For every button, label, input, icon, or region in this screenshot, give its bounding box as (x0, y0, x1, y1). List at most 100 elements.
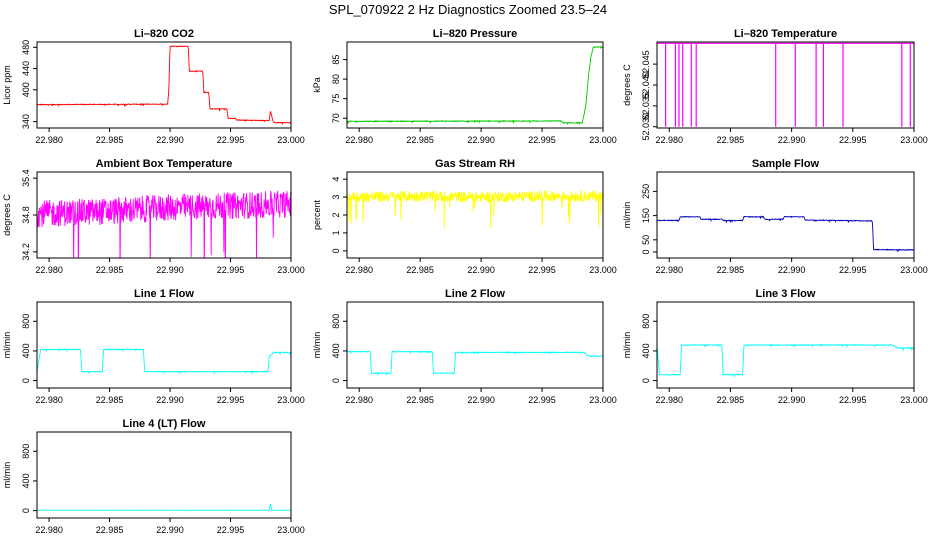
x-tick-label: 22.985 (96, 395, 124, 405)
series-line-1 (657, 215, 914, 252)
y-tick-label: 800 (641, 314, 651, 329)
x-tick-label: 23.000 (277, 395, 305, 405)
panel-title: Li–820 Pressure (433, 28, 517, 40)
series-line-1 (37, 45, 291, 125)
y-tick-label: 480 (21, 40, 31, 55)
x-tick-label: 22.995 (217, 135, 245, 145)
y-axis-label: ml/min (2, 332, 12, 359)
x-tick-label: 23.000 (277, 525, 305, 535)
x-tick-label: 22.985 (717, 395, 745, 405)
x-tick-label: 22.995 (528, 395, 556, 405)
panel-title: Li–820 Temperature (734, 28, 837, 40)
y-tick-label: 70 (331, 113, 341, 123)
plot-frame (346, 301, 604, 389)
x-tick-label: 22.990 (467, 265, 495, 275)
y-tick-label: 75 (331, 94, 341, 104)
series-line-1 (347, 45, 603, 126)
x-tick-label: 23.000 (589, 135, 617, 145)
y-tick-label: 34.2 (21, 243, 31, 261)
series-line-1 (37, 503, 291, 512)
y-tick-label: 0 (331, 378, 341, 383)
x-tick-label: 22.995 (528, 135, 556, 145)
series-line-1 (37, 190, 291, 258)
panel-title: Line 4 (LT) Flow (123, 418, 206, 430)
x-tick-label: 22.990 (778, 135, 806, 145)
x-tick-label: 23.000 (277, 135, 305, 145)
y-axis-label: degrees C (622, 64, 632, 106)
y-tick-label: 1 (331, 230, 341, 235)
x-tick-label: 22.995 (839, 135, 867, 145)
plot-frame (656, 41, 915, 129)
panel-title: Sample Flow (752, 158, 820, 170)
x-tick-label: 22.985 (96, 265, 124, 275)
y-tick-label: 400 (641, 343, 651, 358)
series-line-1 (657, 343, 914, 377)
y-tick-label: 400 (21, 473, 31, 488)
x-tick-label: 23.000 (589, 265, 617, 275)
y-tick-label: 52.035 (641, 92, 651, 120)
x-tick-label: 22.985 (96, 135, 124, 145)
x-tick-label: 22.985 (406, 395, 434, 405)
panel-6: Sample Flow ml/min 22.980 22.985 22.990 22.99… (622, 158, 928, 275)
y-tick-label: 0 (641, 378, 651, 383)
y-tick-label: 50 (641, 235, 651, 245)
y-tick-label: 440 (21, 61, 31, 76)
y-tick-label: 800 (21, 444, 31, 459)
series-line-1 (37, 348, 291, 375)
y-tick-label: 150 (641, 208, 651, 223)
y-tick-label: 0 (21, 508, 31, 513)
x-tick-label: 22.980 (655, 265, 683, 275)
y-tick-label: 340 (21, 114, 31, 129)
plot-frame (656, 301, 915, 389)
y-axis-label: percent (312, 199, 322, 230)
panel-title: Line 1 Flow (134, 288, 194, 300)
x-tick-label: 23.000 (900, 135, 928, 145)
x-tick-label: 22.995 (217, 525, 245, 535)
y-tick-label: 800 (21, 314, 31, 329)
y-axis-label: ml/min (2, 462, 12, 489)
plot-frame (656, 171, 915, 259)
x-tick-label: 22.980 (35, 525, 63, 535)
panel-title: Ambient Box Temperature (96, 158, 233, 170)
y-tick-label: 3 (331, 195, 341, 200)
y-tick-label: 400 (331, 343, 341, 358)
x-tick-label: 23.000 (900, 265, 928, 275)
x-tick-label: 22.990 (156, 265, 184, 275)
y-axis-label: degrees C (2, 194, 12, 236)
x-tick-label: 22.980 (345, 135, 373, 145)
x-tick-label: 22.985 (96, 525, 124, 535)
y-axis-label: kPa (312, 77, 322, 93)
y-tick-label: 250 (641, 184, 651, 199)
y-tick-label: 400 (21, 82, 31, 97)
x-tick-label: 23.000 (900, 395, 928, 405)
y-axis-label: ml/min (622, 332, 632, 359)
plot-frame (346, 41, 604, 129)
y-tick-label: 2 (331, 212, 341, 217)
x-tick-label: 22.995 (217, 265, 245, 275)
y-tick-label: 0 (331, 248, 341, 253)
panel-title: Li–820 CO2 (134, 28, 194, 40)
panel-3: Li–820 Temperature degrees C 22.980 22.985 2… (622, 28, 928, 145)
plot-frame (36, 41, 292, 129)
x-tick-label: 22.990 (467, 135, 495, 145)
x-tick-label: 22.990 (156, 525, 184, 535)
y-tick-label: 0 (641, 249, 651, 254)
x-tick-label: 22.980 (345, 395, 373, 405)
y-tick-label: 52.045 (641, 50, 651, 78)
x-tick-label: 22.985 (717, 265, 745, 275)
panel-10: Line 4 (LT) Flow ml/min 22.980 22.985 22.990… (2, 418, 305, 535)
series-line-1 (347, 350, 603, 376)
panel-7: Line 1 Flow ml/min 22.980 22.985 22.990 22.99… (2, 288, 305, 405)
x-tick-label: 22.995 (528, 265, 556, 275)
y-tick-label: 52.040 (641, 71, 651, 99)
x-tick-label: 22.980 (35, 135, 63, 145)
panel-4: Ambient Box Temperature degrees C 22.980 22… (2, 158, 305, 275)
x-tick-label: 22.980 (655, 395, 683, 405)
plot-frame (346, 171, 604, 259)
x-tick-label: 22.990 (156, 135, 184, 145)
y-tick-label: 4 (331, 177, 341, 182)
x-tick-label: 23.000 (277, 265, 305, 275)
